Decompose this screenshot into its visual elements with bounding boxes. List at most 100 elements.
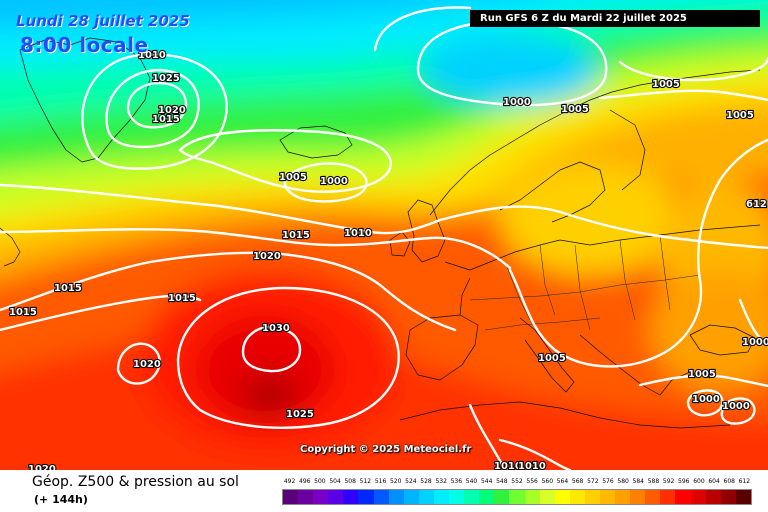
isobar-label: 1015: [168, 293, 196, 304]
legend-value: 604: [708, 478, 720, 485]
italy-coast: [519, 317, 575, 393]
isobar-1015-greenland: [105, 68, 200, 149]
legend-value: 608: [723, 478, 735, 485]
legend-swatch: [539, 490, 555, 504]
legend-swatch: [494, 490, 510, 504]
isobar-1010-atlantic: [0, 183, 768, 250]
isobar-1025-anticyclone: [176, 286, 400, 429]
legend-swatch: [660, 490, 676, 504]
legend-swatch: [373, 490, 389, 504]
copyright-notice: Copyright © 2025 Meteociel.fr: [300, 444, 472, 455]
color-scale-legend: 492 496 500 504 508 512 516 520 524 528 532 536 540 5…: [282, 478, 752, 506]
legend-swatch: [554, 490, 570, 504]
legend-swatch: [615, 490, 631, 504]
legend-swatches: [282, 489, 752, 505]
north-africa-coast: [399, 401, 731, 429]
legend-swatch: [418, 490, 434, 504]
isobar-1000-east2: [720, 397, 756, 425]
legend-value: 508: [344, 478, 356, 485]
coastlines: [0, 37, 761, 429]
isobar-label: 1030: [262, 323, 290, 334]
isobar-1015-east-lower: [498, 438, 572, 470]
legend-value: 584: [632, 478, 644, 485]
british-isles: [407, 199, 446, 263]
legend-swatch: [343, 490, 359, 504]
isobar-label: 1010: [344, 228, 372, 239]
norway-coast: [429, 69, 761, 216]
isobar-label: 1005: [279, 172, 307, 183]
greenland-coast: [19, 37, 151, 163]
france-coast: [459, 277, 471, 316]
legend-value: 592: [662, 478, 675, 485]
legend-value: 552: [511, 478, 523, 485]
legend-value: 524: [405, 478, 417, 485]
isobar-label: 1015: [282, 230, 310, 241]
balkans-coast: [579, 334, 711, 396]
legend-value: 588: [647, 478, 660, 485]
isobar-label: 1005: [688, 369, 716, 380]
legend-swatch: [509, 490, 525, 504]
isobar-label: 1010: [518, 461, 546, 470]
legend-swatch: [735, 490, 751, 504]
isobar-label: 1000: [692, 394, 720, 405]
legend-swatch: [464, 490, 480, 504]
map-canvas: 1010 1025 1020 1015 1000 1005 1005 1005 …: [0, 0, 768, 470]
legend-swatch: [645, 490, 661, 504]
scandinavia-inner: [499, 161, 606, 223]
legend-value: 516: [374, 478, 387, 485]
isobar-1020-west: [116, 342, 161, 385]
legend-swatch: [630, 490, 646, 504]
legend-value: 544: [480, 478, 493, 485]
isobar-label: 1015: [152, 114, 180, 125]
legend-value: 596: [678, 478, 690, 485]
isobar-label: 1015: [54, 283, 82, 294]
isobar-label: 1005: [652, 79, 680, 90]
isobar-label: 1020: [28, 464, 56, 470]
isobar-label: 612: [746, 199, 767, 210]
model-run-info: Run GFS 6 Z du Mardi 22 juillet 2025: [470, 10, 760, 27]
legend-labels: 492 496 500 504 508 512 516 520 524 528 532 536 540 5…: [282, 478, 752, 488]
isobar-1010-south: [468, 403, 507, 470]
black-sea-coast: [689, 324, 756, 356]
legend-swatch: [705, 490, 721, 504]
legend-value: 556: [526, 478, 538, 485]
iceland-coast: [279, 125, 353, 159]
legend-swatch: [479, 490, 495, 504]
legend-swatch: [388, 490, 404, 504]
forecast-lead-time: (+ 144h): [34, 493, 88, 506]
legend-value: 504: [329, 478, 341, 485]
legend-value: 528: [420, 478, 432, 485]
legend-value: 560: [541, 478, 554, 485]
isobar-1020-atlantic: [0, 251, 457, 332]
legend-value: 496: [299, 478, 311, 485]
legend-swatch: [328, 490, 344, 504]
isobar-1020-greenland: [126, 81, 188, 129]
isobar-1005-central: [508, 138, 768, 368]
canada-coast: [0, 227, 21, 267]
legend-swatch: [584, 490, 600, 504]
isobar-1015-south: [0, 294, 202, 332]
isobar-label: 1020: [133, 359, 161, 370]
legend-value: 520: [389, 478, 402, 485]
legend-value: 512: [359, 478, 372, 485]
geopotential-field: [0, 0, 768, 470]
west-europe-coast: [444, 224, 761, 271]
legend-value: 612: [738, 478, 751, 485]
ireland: [389, 231, 411, 257]
legend-swatch: [524, 490, 540, 504]
legend-swatch: [599, 490, 616, 504]
country-borders: [469, 234, 701, 331]
isobar-1000-east: [686, 389, 724, 417]
isobar-label: 1000: [722, 401, 750, 412]
isobar-1005-iceland: [178, 129, 392, 193]
legend-value: 564: [556, 478, 569, 485]
isobar-label: 1000: [503, 97, 531, 108]
legend-value: 572: [587, 478, 599, 485]
isobar-1005-north: [373, 6, 768, 102]
isobar-1005-east: [638, 374, 768, 388]
legend-value: 540: [465, 478, 478, 485]
isobar-labels: 1010 1025 1020 1015 1000 1005 1005 1005 …: [8, 49, 768, 470]
legend-swatch: [569, 490, 585, 504]
legend-value: 532: [435, 478, 447, 485]
